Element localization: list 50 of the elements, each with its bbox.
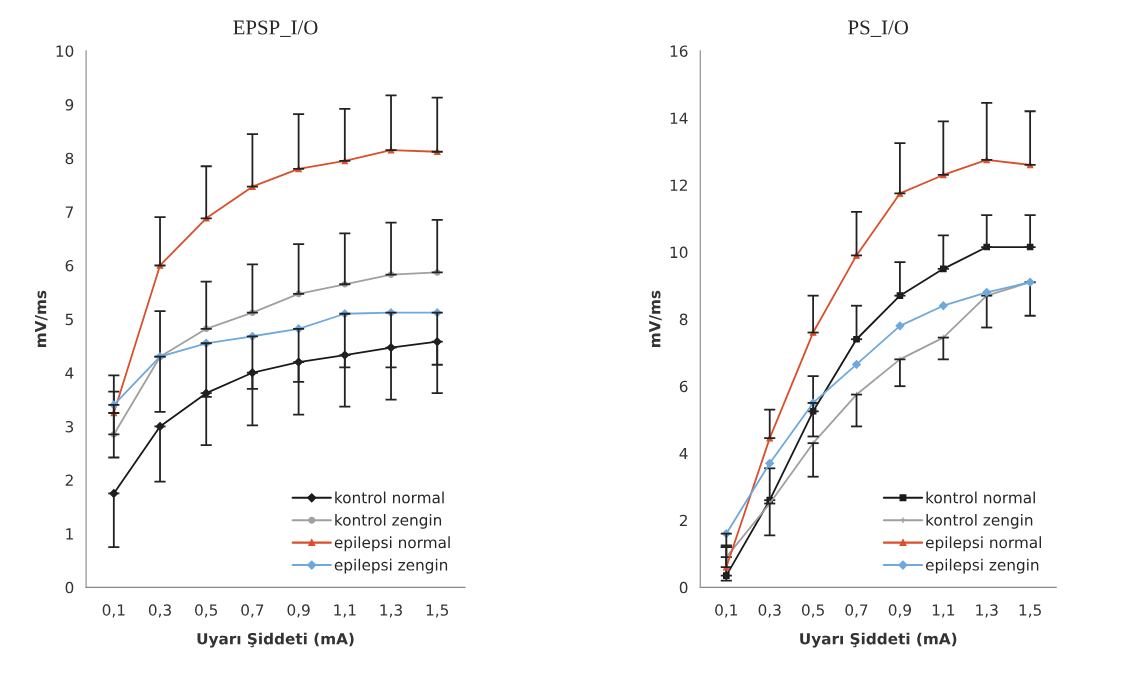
x-tick-label: 1,3 (380, 604, 402, 618)
y-axis-title: mV/ms (34, 290, 48, 348)
x-tick-label: 0,9 (888, 604, 911, 618)
legend-label: kontrol zengin (926, 513, 1033, 529)
x-tick-label: 1,1 (932, 604, 955, 618)
x-tick-label: 0,5 (801, 604, 824, 618)
legend-label: kontrol normal (926, 491, 1035, 504)
y-tick-label: 10 (56, 45, 74, 57)
x-tick-label: 0,3 (758, 604, 781, 618)
x-tick-label: 1,3 (976, 604, 998, 618)
x-tick-label: 0,1 (715, 604, 738, 618)
x-tick-label: 1,1 (334, 604, 356, 618)
y-tick-label: 0 (65, 581, 74, 594)
y-tick-label: 4 (679, 447, 688, 460)
y-tick-label: 0 (679, 581, 688, 594)
x-tick-label: 0,7 (241, 604, 264, 618)
legend-label: epilepsi zengin (334, 558, 448, 574)
y-tick-label: 2 (679, 514, 687, 527)
x-tick-label: 0,5 (195, 604, 218, 618)
y-tick-label: 9 (65, 99, 74, 111)
x-axis-title: Uyarı Şiddeti (mA) (800, 632, 957, 648)
x-axis-title: Uyarı Şiddeti (mA) (197, 632, 354, 648)
x-tick-label: 1,5 (1019, 604, 1041, 618)
y-axis-title: mV/ms (649, 290, 662, 348)
legend-label: kontrol normal (335, 491, 444, 504)
legend-label: epilepsi normal (334, 536, 450, 552)
y-tick-label: 14 (670, 112, 688, 124)
x-tick-label: 0,1 (102, 604, 125, 618)
y-tick-label: 7 (65, 206, 73, 218)
y-tick-label: 3 (65, 420, 74, 433)
y-tick-label: 12 (670, 179, 687, 191)
y-tick-label: 4 (65, 367, 74, 379)
chart-title: PS_I/O (848, 20, 909, 37)
y-tick-label: 10 (670, 246, 688, 259)
y-tick-label: 2 (65, 474, 73, 486)
chart-title: EPSP_I/O (233, 20, 318, 37)
y-tick-label: 5 (65, 313, 73, 326)
y-tick-label: 8 (65, 152, 74, 165)
legend-label: kontrol zengin (335, 513, 442, 529)
x-tick-label: 1,5 (426, 604, 449, 618)
legend-label: epilepsi zengin (925, 558, 1039, 574)
x-tick-label: 0,7 (845, 604, 868, 618)
y-tick-label: 1 (66, 528, 73, 540)
y-tick-label: 16 (670, 45, 688, 57)
legend-label: epilepsi normal (925, 536, 1041, 552)
y-tick-label: 6 (65, 259, 74, 272)
y-tick-label: 6 (679, 380, 688, 393)
y-tick-label: 8 (679, 313, 688, 326)
x-tick-label: 0,9 (287, 604, 310, 618)
x-tick-label: 0,3 (148, 604, 171, 618)
